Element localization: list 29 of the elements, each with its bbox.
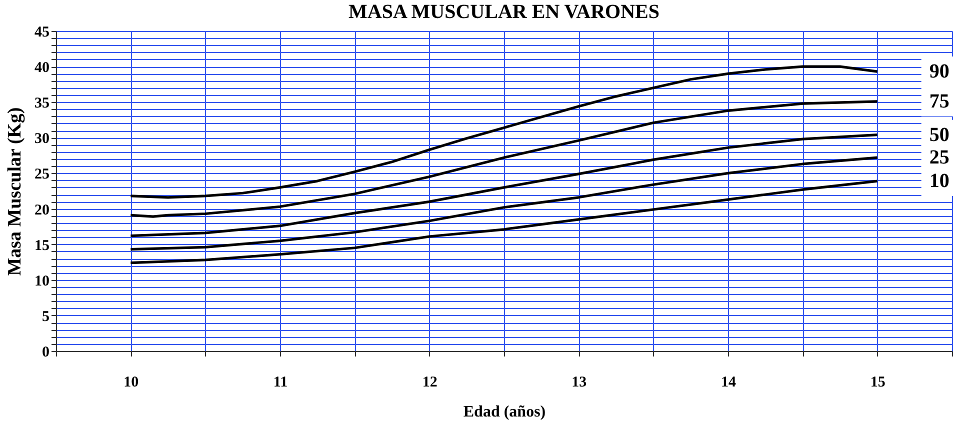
- y-tick-label: 10: [34, 273, 50, 290]
- text: 75: [929, 90, 950, 112]
- line-series: [129, 156, 879, 251]
- line-series: [129, 134, 879, 238]
- x-tick-label: 11: [273, 374, 288, 390]
- y-tick-label: 0: [42, 344, 50, 360]
- y-tick-label: 40: [34, 60, 50, 76]
- x-axis-title: Edad (años): [463, 404, 546, 420]
- y-tick-label: 45: [34, 24, 50, 40]
- x-tick-label: 12: [422, 374, 438, 390]
- x-tick-label: 14: [721, 374, 736, 390]
- y-tick-label: 20: [34, 202, 50, 218]
- x-tick-label: 15: [870, 374, 886, 390]
- text: 10: [929, 170, 950, 192]
- x-tick-label: 10: [124, 374, 139, 390]
- x-tick-label: 13: [572, 374, 587, 390]
- line-series: [129, 100, 879, 218]
- chart-title: MASA MUSCULAR EN VARONES: [348, 1, 660, 23]
- line-series: [129, 180, 879, 264]
- y-tick-label: 35: [34, 96, 50, 112]
- y-tick-label: 25: [34, 166, 50, 183]
- y-tick-label: 15: [34, 238, 50, 254]
- line-series: [129, 65, 879, 199]
- y-axis-title: Masa Muscular (Kg): [4, 107, 26, 276]
- y-tick-label: 30: [34, 131, 50, 148]
- text: 25: [929, 146, 950, 169]
- text: 90: [929, 60, 950, 83]
- text: 50: [929, 124, 950, 146]
- y-tick-label: 5: [42, 308, 50, 325]
